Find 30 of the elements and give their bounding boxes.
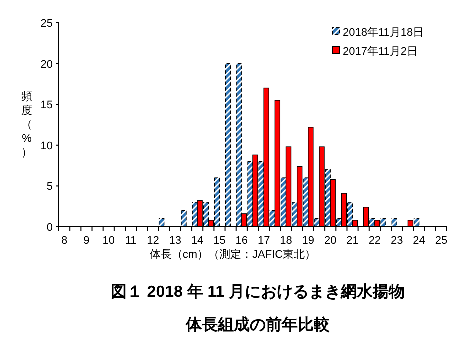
x-tick-label: 14 — [191, 235, 204, 247]
x-tick-label: 20 — [324, 235, 337, 247]
x-tick-label: 18 — [280, 235, 292, 247]
x-tick-label: 12 — [147, 235, 160, 247]
x-tick-label: 11 — [125, 235, 137, 247]
y-tick-label: 15 — [40, 100, 53, 112]
x-tick-label: 9 — [84, 235, 90, 247]
y-tick-label: 10 — [40, 140, 53, 152]
y-tick-label: 25 — [40, 18, 53, 30]
x-tick-label: 19 — [302, 235, 315, 247]
legend-label: 2017年11月2日 — [343, 46, 418, 58]
x-tick-label: 24 — [413, 235, 426, 247]
y-axis-title: 頻度（%） — [22, 91, 32, 159]
x-tick-label: 10 — [102, 235, 116, 247]
x-tick-label: 13 — [169, 235, 182, 247]
x-tick-label: 16 — [236, 235, 248, 247]
x-tick-label: 17 — [258, 235, 270, 247]
x-axis-title: 体長（cm）（測定：JAFIC東北） — [150, 248, 316, 261]
x-tick-label: 22 — [368, 235, 382, 247]
x-tick-label: 25 — [435, 235, 448, 247]
text: 図１ 2018 年 11 月におけるまき網水揚物 — [110, 283, 406, 301]
x-tick-label: 15 — [214, 235, 226, 247]
y-tick-label: 0 — [46, 222, 53, 234]
y-tick-label: 5 — [46, 181, 53, 194]
legend-label: 2018年11月18日 — [343, 27, 424, 39]
y-tick-label: 20 — [40, 58, 53, 71]
x-tick-label: 23 — [390, 235, 404, 247]
x-tick-label: 21 — [346, 235, 359, 247]
x-tick-label: 8 — [61, 235, 68, 247]
text: 体長組成の前年比較 — [185, 316, 331, 334]
